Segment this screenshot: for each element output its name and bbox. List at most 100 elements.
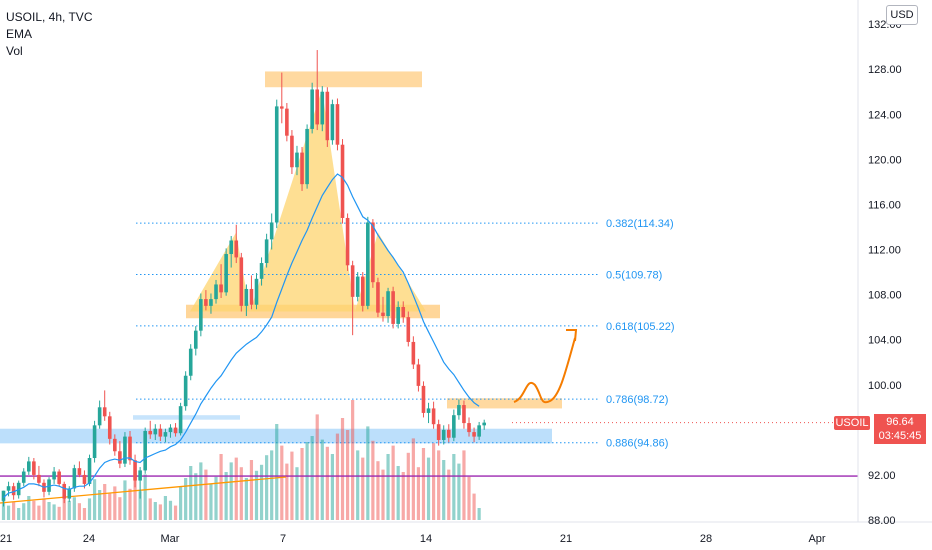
volume-bar — [315, 414, 319, 520]
candle-body — [350, 265, 355, 297]
volume-bar — [401, 472, 405, 520]
volume-bar — [229, 462, 233, 520]
volume-bar — [62, 493, 66, 520]
volume-bar — [77, 503, 81, 520]
y-tick-label: 128.00 — [868, 64, 902, 76]
volume-bar — [426, 457, 431, 520]
candle-body — [214, 284, 218, 300]
volume-bar — [361, 457, 365, 520]
x-tick-label: Mar — [161, 533, 180, 545]
currency-button[interactable]: USD — [886, 5, 918, 25]
candle-body — [391, 291, 395, 324]
y-tick-label: 124.00 — [868, 109, 902, 121]
volume-bar — [340, 418, 345, 520]
volume-bar — [118, 497, 122, 520]
volume-bar — [209, 484, 213, 520]
candle-body — [259, 263, 264, 279]
volume-bar — [406, 452, 410, 520]
volume-bar — [82, 508, 87, 520]
y-tick-label: 116.00 — [868, 199, 901, 211]
candle-body — [274, 106, 279, 223]
candle-body — [421, 385, 426, 413]
candle-body — [254, 278, 259, 305]
candle-body — [381, 312, 385, 317]
candle-body — [199, 299, 203, 331]
candle-body — [173, 427, 178, 434]
volume-bar — [442, 460, 446, 520]
volume-bar — [22, 503, 26, 520]
candle-body — [411, 341, 416, 365]
x-tick-label: Apr — [808, 533, 825, 545]
x-tick-label: 28 — [700, 533, 712, 545]
volume-bar — [472, 493, 476, 520]
volume-bar — [173, 505, 178, 520]
candle-body — [446, 429, 451, 438]
candle-body — [355, 276, 360, 297]
head-shoulders-pattern — [190, 89, 426, 312]
x-axis-ticks: 21 24 Mar 7 14 21 28 Apr — [0, 533, 826, 545]
candle-body — [204, 299, 208, 306]
volume-bar — [300, 448, 304, 520]
pattern-layer — [190, 89, 426, 312]
legend-ema[interactable]: EMA — [6, 27, 33, 41]
volume-bar — [199, 462, 203, 520]
volume-bar — [310, 436, 314, 520]
volume-bar — [366, 426, 370, 520]
candle-body — [234, 240, 239, 258]
volume-bar — [148, 498, 152, 520]
volume-bar — [356, 450, 360, 520]
candle-body — [366, 222, 370, 306]
volume-bar — [37, 505, 41, 520]
candle-body — [310, 89, 314, 129]
candle-body — [224, 254, 228, 293]
candle-body — [52, 471, 56, 480]
legend-title[interactable]: USOIL, 4h, TVC — [6, 10, 93, 24]
candle-body — [153, 428, 158, 435]
volume-bar — [12, 502, 16, 520]
volume-bar — [163, 496, 168, 520]
candle-body — [123, 436, 127, 464]
volume-bar — [325, 446, 329, 520]
candle-body — [128, 436, 132, 461]
last-price-value: 96.64 — [886, 416, 914, 428]
volume-bar — [351, 400, 355, 520]
volume-bar — [72, 497, 76, 520]
volume-bar — [259, 464, 264, 520]
ema-layer — [3, 173, 480, 498]
volume-bar — [17, 508, 21, 520]
trend-line — [0, 476, 287, 504]
volume-bar — [376, 461, 380, 520]
volume-bar — [158, 504, 162, 520]
volume-bar — [1, 498, 6, 520]
y-tick-label: 104.00 — [868, 335, 902, 347]
volume-bar — [462, 450, 466, 520]
y-tick-label: 88.00 — [868, 515, 896, 527]
candle-body — [467, 423, 471, 433]
candle-body — [138, 470, 142, 481]
fib-label-0.5: 0.5(109.78) — [606, 270, 662, 282]
candle-body — [11, 486, 16, 496]
volume-bar — [214, 476, 218, 520]
forecast-arrowhead — [566, 329, 578, 342]
candle-body — [87, 458, 92, 484]
candle-body — [335, 104, 340, 145]
fib-label-0.886: 0.886(94.86) — [606, 438, 668, 450]
volume-bar — [285, 463, 289, 520]
candle-body — [57, 471, 61, 484]
last-price-box: 96.64 03:45:45 — [874, 414, 926, 444]
candle-body — [360, 276, 365, 306]
candle-body — [436, 424, 441, 440]
candle-body — [21, 471, 26, 483]
volume-bar — [153, 502, 157, 520]
volume-bar — [244, 478, 248, 520]
candle-body — [249, 288, 254, 305]
legend-vol[interactable]: Vol — [6, 44, 23, 58]
candle-body — [229, 240, 233, 255]
fib-label-0.618: 0.618(105.22) — [606, 321, 675, 333]
x-tick-label: 24 — [83, 533, 95, 545]
candle-body — [148, 430, 153, 435]
candle-body — [32, 461, 36, 475]
x-tick-label: 14 — [420, 533, 432, 545]
volume-bar — [143, 474, 147, 520]
